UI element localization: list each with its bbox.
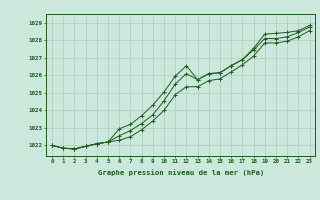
X-axis label: Graphe pression niveau de la mer (hPa): Graphe pression niveau de la mer (hPa) [98, 169, 264, 176]
